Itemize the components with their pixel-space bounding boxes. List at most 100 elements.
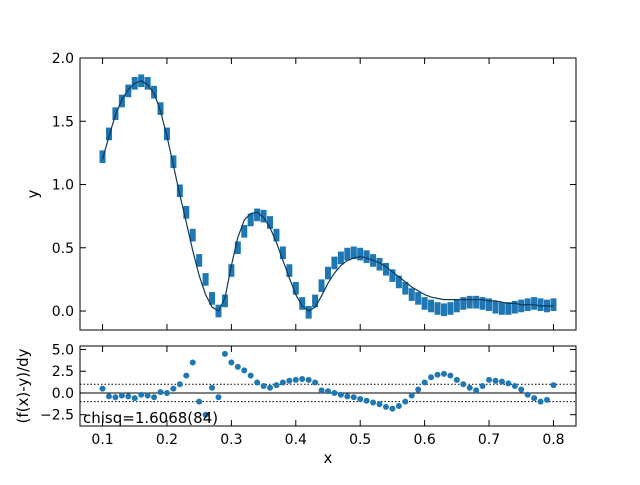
residual-point — [157, 389, 164, 396]
x-tick-label: 0.3 — [220, 432, 242, 448]
main-fit-line-group — [101, 80, 554, 312]
data-point — [144, 80, 151, 87]
data-point — [434, 305, 441, 312]
residual-point — [402, 398, 409, 405]
data-point — [286, 267, 293, 274]
residual-point — [460, 381, 467, 388]
data-point — [299, 300, 306, 307]
residual-point — [170, 385, 177, 392]
data-point — [279, 249, 286, 256]
data-point — [402, 285, 409, 292]
main-data-points — [99, 77, 557, 316]
residual-point — [267, 384, 274, 391]
x-axis-label: x — [324, 449, 333, 467]
residual-point — [221, 350, 228, 357]
residual-point — [202, 411, 209, 418]
data-point — [473, 299, 480, 306]
x-tick-label: 0.2 — [156, 432, 178, 448]
residual-axes-frame — [79, 345, 577, 427]
data-point — [466, 299, 473, 306]
residual-point — [434, 371, 441, 378]
residual-point — [440, 370, 447, 377]
data-point — [357, 251, 364, 258]
residual-point — [215, 394, 222, 401]
residual-point — [505, 380, 512, 387]
data-point — [209, 295, 216, 302]
data-point — [395, 278, 402, 285]
residual-point — [421, 379, 428, 386]
residual-point — [286, 377, 293, 384]
chisq-annotation: chisq=1.6068(84) — [83, 409, 218, 427]
y-tick-label: 1.0 — [52, 178, 74, 194]
residual-point — [382, 403, 389, 410]
residual-point — [241, 367, 248, 374]
residual-point — [479, 383, 486, 389]
data-point — [325, 270, 331, 277]
residual-plot-panel: 0.1 0.2 0.3 0.4 0.5 0.6 0.7 0.8 −2.5 0.0 2.5 5.0 (f… — [14, 342, 577, 467]
data-point — [505, 305, 512, 312]
residual-point — [163, 389, 170, 396]
residual-point — [312, 379, 319, 386]
x-tick-label: 0.6 — [413, 432, 435, 448]
main-y-axis-label: y — [24, 189, 42, 198]
residual-point — [99, 385, 106, 392]
x-tick-label: 0.1 — [91, 432, 113, 448]
residual-point — [337, 391, 344, 398]
x-tick-label: 0.4 — [285, 432, 307, 448]
y-tick-label: 1.5 — [52, 114, 74, 130]
residual-point — [247, 372, 254, 379]
main-axes-frame — [79, 57, 577, 331]
x-tick-label: 0.8 — [542, 432, 564, 448]
residual-point — [447, 372, 454, 379]
residual-y-axis-label: (f(x)-y)/dy — [14, 348, 32, 423]
residual-point — [112, 394, 119, 401]
residual-point — [415, 386, 422, 393]
residual-point — [453, 376, 460, 383]
data-point — [453, 302, 460, 309]
data-point — [511, 304, 518, 311]
residual-point — [518, 386, 525, 393]
residual-point — [531, 395, 538, 402]
residual-point — [544, 396, 551, 403]
data-point — [447, 305, 454, 312]
residual-point — [408, 392, 415, 399]
residual-point — [511, 383, 518, 389]
residual-axis-ticks: 0.1 0.2 0.3 0.4 0.5 0.6 0.7 0.8 −2.5 0.0 2.5 5.0 — [40, 342, 576, 448]
residual-point — [189, 359, 196, 366]
data-point — [273, 232, 280, 239]
residual-point — [125, 393, 132, 400]
residual-point — [273, 382, 280, 389]
y-tick-label: 0.5 — [52, 241, 74, 257]
residual-point — [234, 363, 241, 370]
residual-point — [376, 401, 383, 408]
data-point — [440, 306, 447, 313]
residual-point — [118, 392, 125, 399]
data-point — [267, 219, 274, 226]
residual-point — [498, 378, 505, 385]
main-plot-panel: 0.0 0.5 1.0 1.5 2.0 y — [24, 51, 577, 331]
y-tick-label: 2.5 — [52, 364, 74, 380]
y-tick-label: 0.0 — [52, 386, 74, 402]
data-point — [492, 304, 499, 311]
y-tick-label: 5.0 — [52, 342, 74, 358]
residual-point — [370, 399, 377, 406]
residual-point — [395, 403, 402, 409]
y-tick-label: 0.0 — [52, 304, 74, 320]
data-point — [196, 257, 203, 264]
residual-point — [473, 387, 480, 394]
residual-point — [144, 392, 151, 399]
main-axis-ticks: 0.0 0.5 1.0 1.5 2.0 — [52, 51, 576, 330]
residual-point — [299, 376, 306, 383]
data-point — [421, 300, 428, 307]
residual-point — [196, 398, 203, 405]
residual-points — [99, 350, 557, 418]
residual-point — [428, 374, 435, 381]
residual-point — [486, 376, 493, 383]
data-point — [428, 302, 435, 309]
data-point — [389, 272, 396, 279]
residual-point — [183, 372, 190, 379]
data-point — [331, 259, 338, 266]
fit-line — [101, 80, 554, 312]
residual-point — [331, 389, 338, 396]
